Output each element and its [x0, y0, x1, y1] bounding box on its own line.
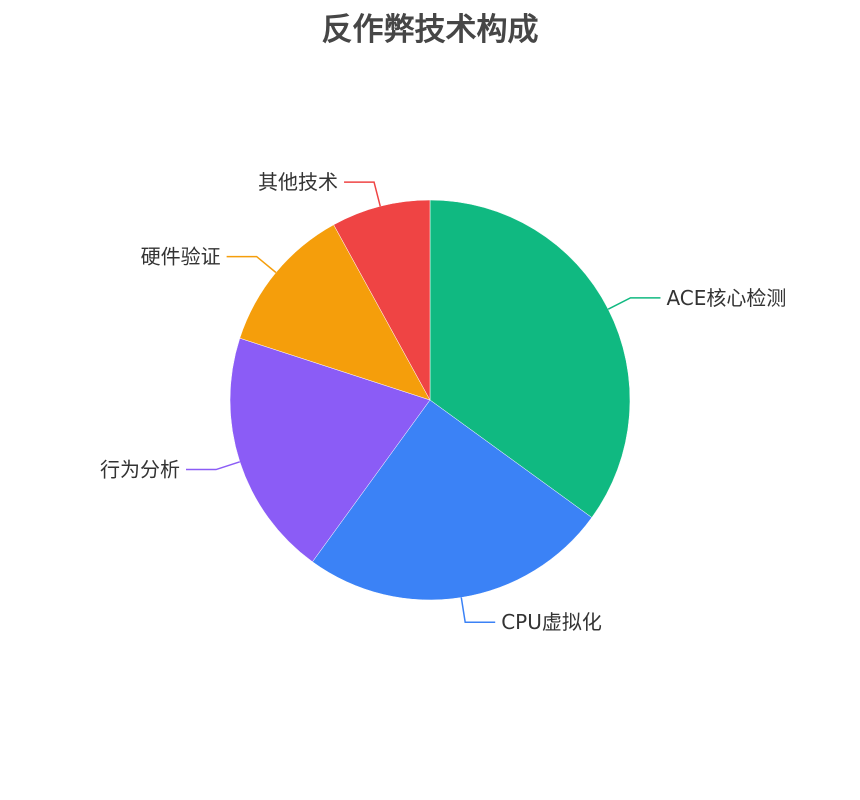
- chart-title: 反作弊技术构成: [321, 12, 539, 48]
- label-leader-line: [226, 255, 277, 274]
- pie-slice[interactable]: [333, 199, 431, 401]
- slice-label: 其他技术: [258, 170, 338, 194]
- slice-label: 行为分析: [100, 458, 180, 482]
- pie-slice[interactable]: [229, 337, 431, 563]
- label-leader-line: [186, 461, 241, 471]
- slice-label: 硬件验证: [141, 245, 221, 269]
- label-leader-line: [460, 597, 496, 623]
- label-leader-line: [344, 181, 381, 207]
- pie-slice[interactable]: [312, 399, 593, 601]
- slice-label: ACE核心检测: [666, 286, 786, 310]
- slice-label: CPU虚拟化: [501, 610, 602, 634]
- label-leader-line: [607, 297, 661, 310]
- pie-slice[interactable]: [429, 199, 631, 518]
- pie-slice[interactable]: [239, 224, 431, 401]
